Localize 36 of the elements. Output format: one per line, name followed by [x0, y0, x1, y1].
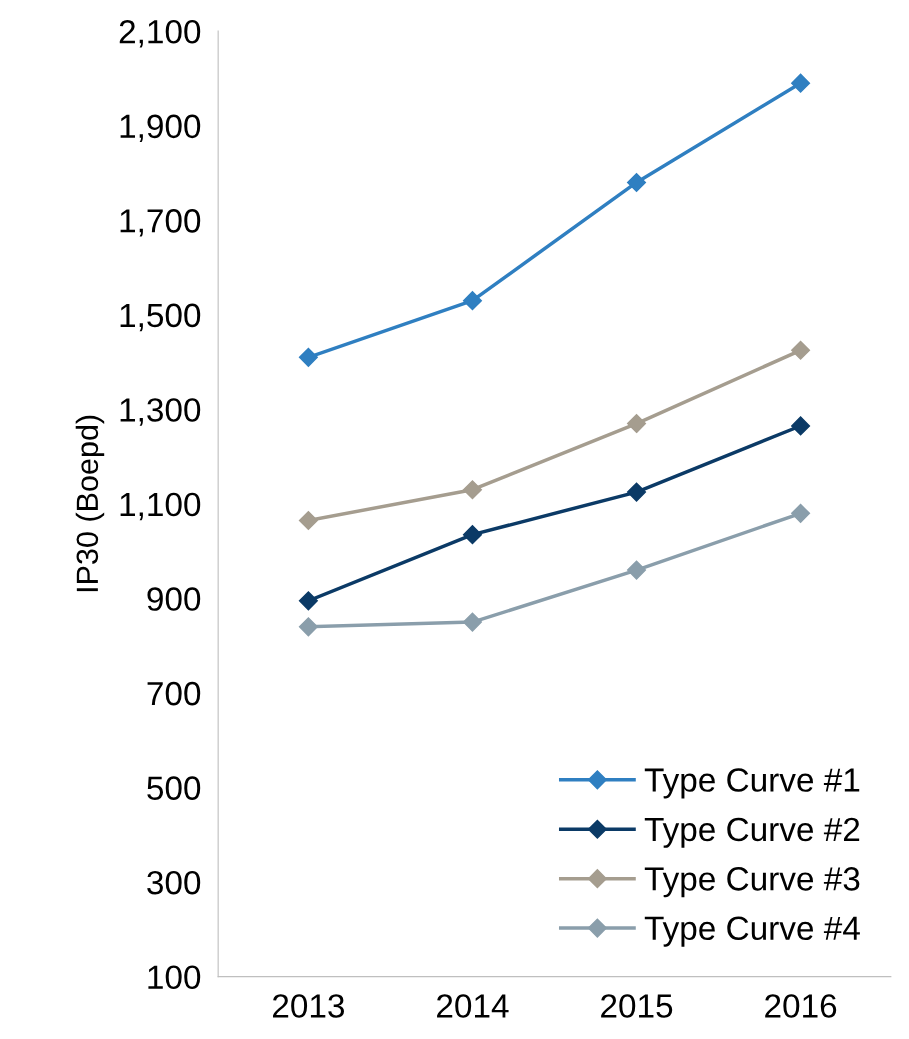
y-axis-title: IP30 (Boepd)	[75, 415, 105, 592]
y-tick-label: 1,900	[120, 114, 201, 143]
y-tick-label: 1,700	[120, 209, 201, 237]
x-tick-label: 2015	[601, 994, 673, 1018]
x-tick-label: 2013	[273, 994, 345, 1018]
y-tick-label: 2,100	[119, 19, 201, 48]
legend-label: Type Curve #3	[644, 867, 860, 898]
x-tick-label: 2016	[765, 994, 837, 1018]
legend-label: Type Curve #1	[644, 768, 860, 799]
point	[791, 416, 811, 436]
point	[462, 480, 482, 500]
point	[626, 482, 647, 502]
point	[298, 347, 318, 367]
legend-label: Type Curve #2	[644, 817, 860, 848]
point	[298, 510, 318, 530]
y-tick-label: 1,500	[120, 303, 201, 332]
y-tick-label: 500	[147, 776, 201, 800]
point	[298, 617, 318, 637]
y-tick-label: 1,100	[120, 492, 201, 521]
x-tick-label: 2014	[437, 994, 509, 1018]
y-tick-label: 700	[147, 681, 201, 706]
y-tick-label: 900	[147, 587, 201, 611]
point	[462, 525, 482, 545]
point	[791, 340, 811, 360]
point	[626, 172, 647, 192]
y-tick-label: 1,300	[120, 398, 201, 426]
point	[791, 503, 811, 523]
legend-label: Type Curve #4	[644, 916, 860, 947]
point	[626, 560, 647, 580]
point	[791, 73, 811, 93]
y-tick-label: 300	[147, 870, 201, 895]
point	[462, 612, 482, 632]
point	[298, 591, 318, 611]
point	[462, 291, 482, 311]
point	[626, 414, 647, 434]
y-tick-label: 100	[148, 965, 201, 990]
